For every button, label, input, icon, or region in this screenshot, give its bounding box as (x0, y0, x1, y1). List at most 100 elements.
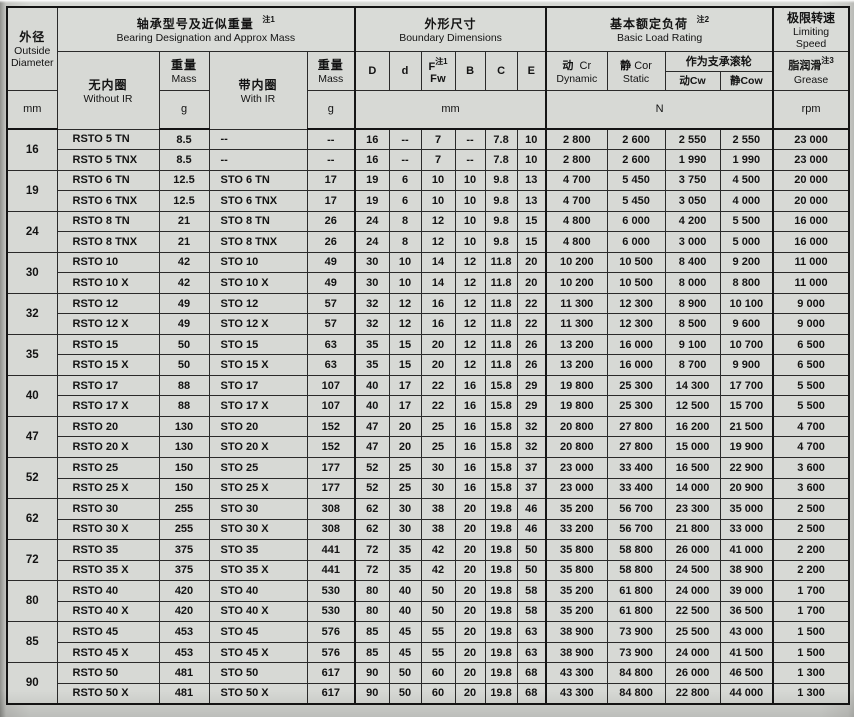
table-row: 80 RSTO 40 420 STO 40 530 80 40 50 20 19.8 58 35 20… (6, 580, 850, 623)
dim-d: 17 (388, 395, 422, 417)
without-ir-en: Without IR (83, 92, 133, 105)
load-dynamic-cr: 19 800 (545, 374, 608, 397)
header-outside-diameter: 外径 Outside Diameter (6, 6, 58, 91)
mass-with-ir: 530 (306, 600, 356, 623)
dim-d: 50 (388, 662, 422, 684)
dim-C: 7.8 (484, 128, 518, 151)
dim-E: 20 (516, 251, 547, 274)
mass-without-ir: 12.5 (158, 190, 210, 212)
designation-without-ir: RSTO 50 X (56, 682, 160, 705)
header-dim-F: F注1 Fw (420, 50, 456, 91)
designation-without-ir: RSTO 5 TN (56, 128, 160, 151)
designation-group-zh: 轴承型号及近似重量 注1 (136, 15, 275, 32)
dim-E: 22 (516, 313, 547, 335)
load-static-cow: 9 900 (719, 354, 774, 376)
load-dynamic-cr: 23 000 (545, 477, 608, 500)
dim-F: 7 (420, 149, 456, 171)
limiting-speed-grease: 4 700 (772, 415, 850, 438)
header-dynamic-cr: 动 Cr Dynamic (545, 50, 608, 91)
load-static-cor: 16 000 (606, 354, 666, 376)
limiting-speed-grease: 1 300 (772, 682, 850, 705)
load-dynamic-cw: 8 900 (664, 292, 721, 315)
dim-C: 7.8 (484, 149, 518, 171)
load-dynamic-cw: 16 500 (664, 457, 721, 479)
table-row: 35 RSTO 15 50 STO 15 63 35 15 20 12 11.8 26 13 200 1… (6, 333, 850, 376)
table-row: RSTO 45 X 453 STO 45 X 576 85 45 55 20 19.8 63 38 … (7, 641, 850, 664)
dim-d: 25 (388, 477, 422, 500)
mass-without-ir: 21 (158, 210, 210, 233)
table-row: RSTO 17 X 88 STO 17 X 107 40 17 22 16 15.8 29 19 8… (7, 395, 850, 417)
limiting-speed-grease: 16 000 (772, 210, 850, 233)
dim-D: 85 (354, 641, 390, 664)
table-row: RSTO 50 X 481 STO 50 X 617 90 50 60 20 19.8 68 43 … (7, 682, 850, 705)
mass-with-ir: 26 (306, 210, 356, 233)
dim-d: 30 (388, 518, 422, 541)
dim-E: 63 (516, 641, 547, 664)
load-dynamic-cr: 38 900 (545, 621, 608, 643)
dim-F: 12 (420, 231, 456, 253)
designation-with-ir: STO 25 X (208, 477, 308, 500)
dim-E: 50 (516, 559, 547, 582)
dynamic-cr-label: 动 Cr (562, 59, 592, 72)
dim-E: 29 (516, 395, 547, 417)
header-limiting-speed: 极限转速 Limiting Speed (772, 6, 850, 52)
designation-with-ir: STO 45 X (208, 641, 308, 664)
limiting-speed-grease: 1 500 (772, 641, 850, 664)
designation-with-ir: STO 35 X (208, 559, 308, 582)
designation-with-ir: -- (208, 149, 308, 171)
load-dynamic-cw: 25 500 (664, 621, 721, 643)
outside-diameter-cell: 35 (6, 333, 58, 376)
dim-D: 16 (354, 149, 390, 171)
designation-with-ir: STO 20 X (208, 436, 308, 458)
load-dynamic-cr: 11 300 (545, 313, 608, 335)
load-static-cow: 8 800 (719, 272, 774, 294)
load-dynamic-cw: 2 550 (664, 128, 721, 151)
dim-C: 15.8 (484, 457, 518, 479)
dim-F: 14 (420, 251, 456, 274)
load-static-cor: 10 500 (606, 272, 666, 294)
dim-D: 80 (354, 580, 390, 602)
load-group-en: Basic Load Rating (616, 32, 703, 45)
load-dynamic-cw: 24 000 (664, 580, 721, 602)
limiting-speed-grease: 1 700 (772, 600, 850, 623)
static-cor-label: 静 Cor (620, 59, 652, 72)
load-dynamic-cw: 26 000 (664, 662, 721, 684)
mass-with-ir: 152 (306, 436, 356, 458)
load-dynamic-cw: 3 000 (664, 231, 721, 253)
dim-B: 10 (454, 231, 486, 253)
dim-B: 16 (454, 374, 486, 397)
header-load-group: 基本额定负荷 注2 Basic Load Rating (545, 6, 774, 52)
mass-with-ir: 617 (306, 682, 356, 705)
dim-B: 16 (454, 436, 486, 458)
designation-with-ir: STO 12 X (208, 313, 308, 335)
designation-without-ir: RSTO 30 X (56, 518, 160, 541)
static-en: Static (622, 72, 650, 85)
dim-F: 60 (420, 682, 456, 705)
dim-d: 12 (388, 292, 422, 315)
load-dynamic-cw: 1 990 (664, 149, 721, 171)
dim-C: 9.8 (484, 210, 518, 233)
load-static-cow: 21 500 (719, 415, 774, 438)
load-dynamic-cr: 35 800 (545, 559, 608, 582)
header-support-roller: 作为支承滚轮 (664, 50, 774, 72)
designation-with-ir: STO 50 X (208, 682, 308, 705)
dim-B: 12 (454, 292, 486, 315)
dim-B: 12 (454, 272, 486, 294)
dim-F: 12 (420, 210, 456, 233)
limiting-speed-grease: 11 000 (772, 272, 850, 294)
limiting-speed-grease: 16 000 (772, 231, 850, 253)
dim-d: 20 (388, 436, 422, 458)
dim-d: 45 (388, 621, 422, 643)
load-static-cow: 44 000 (719, 682, 774, 705)
dim-d: 35 (388, 539, 422, 561)
unit-load-n: N (545, 89, 774, 130)
table-row: RSTO 12 X 49 STO 12 X 57 32 12 16 12 11.8 22 11 30… (7, 313, 850, 335)
dim-C: 19.8 (484, 580, 518, 602)
load-static-cow: 43 000 (719, 621, 774, 643)
table-row: 62 RSTO 30 255 STO 30 308 62 30 38 20 19.8 46 35 20… (6, 498, 850, 541)
load-dynamic-cr: 4 700 (545, 169, 608, 192)
designation-group-en: Bearing Designation and Approx Mass (116, 32, 296, 45)
designation-without-ir: RSTO 8 TNX (56, 231, 160, 253)
dim-E: 10 (516, 128, 547, 151)
designation-with-ir: STO 17 X (208, 395, 308, 417)
